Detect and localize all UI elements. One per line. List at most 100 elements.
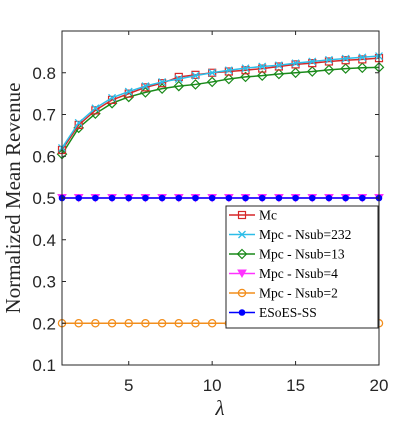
legend-swatch-marker: [238, 309, 246, 316]
data-point: [240, 71, 251, 83]
y-tick-label: 0.8: [32, 64, 56, 83]
data-point: [191, 318, 200, 328]
legend-label: Mpc - Nsub=13: [259, 247, 345, 262]
y-tick-label: 0.6: [32, 147, 56, 166]
data-point: [224, 66, 233, 75]
data-point: [306, 66, 318, 77]
data-point: [274, 62, 283, 71]
legend-swatch-marker: [237, 210, 247, 220]
data-point: [359, 194, 366, 202]
data-point: [74, 318, 83, 328]
data-point: [358, 53, 367, 62]
data-point: [108, 93, 117, 102]
x-axis: 5 10 15 20: [124, 31, 388, 395]
data-point: [356, 62, 368, 74]
data-point: [124, 318, 133, 328]
data-point: [242, 194, 249, 202]
data-point: [341, 56, 350, 65]
legend-entry: Mpc - Nsub=13: [229, 247, 345, 262]
legend-entry: Mpc - Nsub=232: [229, 227, 351, 242]
data-point: [274, 61, 283, 70]
legend-label: ESoES-SS: [259, 305, 317, 320]
legend-swatch-marker: [237, 288, 247, 298]
legend-entry: Mc: [229, 208, 277, 223]
data-point: [308, 194, 316, 202]
y-tick-label: 0.2: [32, 314, 56, 333]
data-point: [208, 68, 217, 77]
data-point: [273, 68, 285, 80]
series-line: [61, 55, 380, 149]
data-point: [258, 64, 267, 73]
data-point: [340, 63, 351, 74]
data-point: [341, 54, 350, 63]
data-point: [241, 64, 250, 73]
data-point: [256, 70, 268, 82]
y-tick-label: 0.5: [32, 189, 56, 208]
data-point: [223, 73, 235, 85]
y-tick-label: 0.4: [32, 231, 56, 250]
data-point: [324, 57, 334, 66]
data-point: [107, 318, 117, 328]
data-point: [192, 194, 199, 202]
data-point: [275, 194, 283, 202]
data-point: [75, 194, 82, 202]
data-point: [124, 87, 133, 96]
y-axis-label: Normalized Mean Revenue: [1, 83, 25, 314]
data-point: [325, 194, 333, 202]
legend-swatch-marker: [238, 230, 246, 239]
data-point: [125, 194, 133, 202]
data-point: [190, 79, 201, 90]
legend-entry: Mpc - Nsub=4: [229, 266, 338, 281]
legend-swatch-marker: [236, 248, 248, 260]
data-point: [157, 318, 167, 328]
legend-entry: Mpc - Nsub=2: [229, 286, 338, 301]
data-point: [290, 67, 301, 79]
data-point: [358, 55, 367, 64]
series-1: [58, 52, 383, 152]
data-point: [208, 194, 216, 202]
y-tick-label: 0.1: [32, 356, 56, 375]
data-point: [141, 82, 150, 91]
data-point: [291, 60, 300, 69]
legend-label: Mc: [259, 208, 277, 223]
data-point: [191, 71, 200, 80]
x-axis-label: λ: [214, 396, 224, 420]
data-point: [241, 66, 250, 75]
data-point: [91, 318, 100, 328]
x-tick-label: 20: [370, 376, 389, 395]
data-point: [225, 194, 233, 202]
data-point: [141, 318, 150, 328]
legend: Mc Mpc - Nsub=232 Mpc - Nsub=13 Mpc - Nsub=…: [225, 205, 379, 329]
data-point: [324, 55, 333, 64]
x-tick-label: 5: [124, 376, 133, 395]
data-point: [91, 104, 100, 113]
data-point: [142, 194, 149, 202]
data-point: [308, 57, 317, 66]
data-point: [174, 75, 183, 83]
data-point: [207, 318, 217, 328]
data-point: [323, 64, 335, 76]
y-axis: 0.1 0.2 0.3 0.4 0.5 0.6 0.7 0.8: [32, 64, 379, 375]
legend-label: Mpc - Nsub=2: [259, 286, 338, 301]
data-point: [258, 194, 266, 202]
legend-label: Mpc - Nsub=4: [259, 266, 338, 281]
data-point: [174, 72, 183, 82]
data-point: [308, 59, 317, 68]
y-tick-label: 0.7: [32, 106, 56, 125]
data-point: [92, 194, 99, 202]
x-tick-label: 15: [286, 376, 305, 395]
legend-label: Mpc - Nsub=232: [259, 227, 351, 242]
legend-box: [225, 205, 379, 329]
series-5: [58, 194, 383, 202]
data-point: [74, 120, 83, 130]
data-point: [258, 62, 267, 71]
data-point: [174, 318, 184, 328]
data-point: [158, 194, 166, 202]
x-tick-label: 10: [203, 376, 222, 395]
data-point: [158, 77, 167, 86]
data-point: [173, 80, 185, 92]
data-point: [108, 194, 116, 202]
legend-entry: ESoES-SS: [229, 305, 317, 320]
data-point: [74, 118, 83, 127]
